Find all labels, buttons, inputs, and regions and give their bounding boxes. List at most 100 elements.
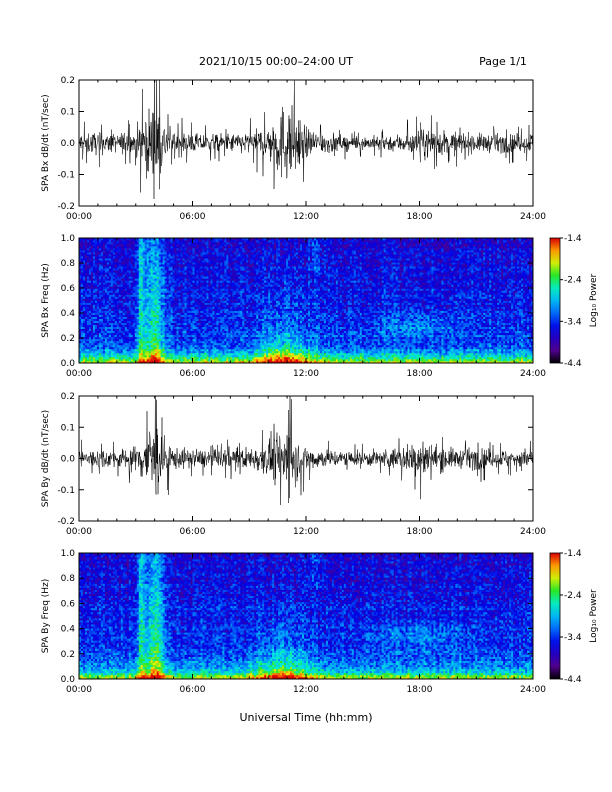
spectrogram-cell [276, 357, 278, 359]
spectrogram-cell [348, 359, 350, 361]
spectrogram-cell [240, 357, 242, 359]
spectrogram-cell [147, 351, 149, 353]
spectrogram-cell [410, 355, 412, 357]
spectrogram-cell [449, 357, 451, 359]
spectrogram-cell [206, 357, 208, 359]
spectrogram-cell [322, 357, 324, 359]
spectrogram-cell [330, 357, 332, 359]
spectrogram-cell [109, 349, 111, 351]
spectrogram-cell [487, 355, 489, 357]
spectrogram-cell [113, 349, 115, 351]
spectrogram-cell [521, 351, 523, 353]
spectrogram-cell [288, 351, 290, 353]
spectrogram-cell [105, 357, 107, 359]
spectrogram-cell [469, 353, 471, 355]
spectrogram-cell [129, 353, 131, 355]
spectrogram-cell [250, 351, 252, 353]
spectrogram-cell [191, 351, 193, 353]
spectrogram-cell [284, 351, 286, 353]
spectrogram-cell [318, 353, 320, 355]
spectrogram-cell [404, 357, 406, 359]
spectrogram-cell [485, 351, 487, 353]
spectrogram-cell [256, 357, 258, 359]
spectrogram-cell [252, 353, 254, 355]
spectrogram-cell [447, 359, 449, 361]
spectrogram-cell [133, 353, 135, 355]
spectrogram-cell [169, 359, 171, 361]
spectrogram-cell [475, 353, 477, 355]
spectrogram-cell [483, 357, 485, 359]
spectrogram-cell [224, 357, 226, 359]
spectrogram-cell [384, 359, 386, 361]
spectrogram-cell [322, 353, 324, 355]
spectrogram-cell [358, 351, 360, 353]
spectrogram-cell [99, 353, 101, 355]
spectrogram-cell [390, 353, 392, 355]
spectrogram-cell [95, 351, 97, 353]
spectrogram-cell [368, 357, 370, 359]
spectrogram-cell [147, 357, 149, 359]
spectrogram-cell [133, 355, 135, 357]
spectrogram-cell [89, 357, 91, 359]
spectrogram-cell [125, 353, 127, 355]
spectrogram-cell [288, 357, 290, 359]
spectrogram-cell [469, 359, 471, 361]
spectrogram-cell [151, 355, 153, 357]
spectrogram-cell [326, 355, 328, 357]
spectrogram-cell [270, 355, 272, 357]
spectrogram-cell [101, 359, 103, 361]
spectrogram-cell [324, 355, 326, 357]
spectrogram-cell [177, 357, 179, 359]
spectrogram-cell [310, 353, 312, 355]
spectrogram-cell [145, 355, 147, 357]
spectrogram-cell [350, 351, 352, 353]
spectrogram-cell [358, 357, 360, 359]
spectrogram-cell [242, 353, 244, 355]
spectrogram-cell [378, 353, 380, 355]
spectrogram-cell [358, 355, 360, 357]
spectrogram-cell [318, 351, 320, 353]
spectrogram-cell [298, 355, 300, 357]
spectrogram-cell [274, 357, 276, 359]
spectrogram-cell [101, 357, 103, 359]
spectrogram-cell [290, 357, 292, 359]
spectrogram-cell [256, 351, 258, 353]
spectrogram-cell [358, 353, 360, 355]
spectrogram-cell [529, 359, 531, 361]
spectrogram-cell [204, 355, 206, 357]
spectrogram-cell [354, 357, 356, 359]
spectrogram-cell [414, 357, 416, 359]
spectrogram-cell [185, 353, 187, 355]
spectrogram-cell [441, 351, 443, 353]
spectrogram-cell [189, 351, 191, 353]
y-tick-label: 0.0 [61, 139, 76, 149]
spectrogram-cell [437, 351, 439, 353]
spectrogram-cell [467, 357, 469, 359]
spectrogram-cell [137, 355, 139, 357]
spectrogram-cell [83, 351, 85, 353]
spectrogram-cell [294, 355, 296, 357]
spectrogram-cell [93, 359, 95, 361]
spectrogram-cell [280, 357, 282, 359]
spectrogram-cell [487, 351, 489, 353]
spectrogram-cell [314, 357, 316, 359]
spectrogram-cell [191, 355, 193, 357]
spectrogram-cell [451, 353, 453, 355]
spectrogram-cell [511, 355, 513, 357]
x-tick-label: 06:00 [180, 212, 206, 222]
spectrogram-cell [232, 359, 234, 361]
spectrogram-cell [336, 359, 338, 361]
spectrogram-cell [334, 353, 336, 355]
spectrogram-cell [125, 359, 127, 361]
spectrogram-cell [276, 359, 278, 361]
spectrogram-cell [177, 359, 179, 361]
spectrogram-cell [252, 351, 254, 353]
spectrogram-cell [394, 353, 396, 355]
spectrogram-cell [463, 351, 465, 353]
spectrogram-cell [412, 353, 414, 355]
spectrogram-cell [103, 357, 105, 359]
spectrogram-cell [306, 351, 308, 353]
spectrogram-cell [499, 357, 501, 359]
spectrogram-cell [330, 353, 332, 355]
spectrogram-cell [475, 351, 477, 353]
